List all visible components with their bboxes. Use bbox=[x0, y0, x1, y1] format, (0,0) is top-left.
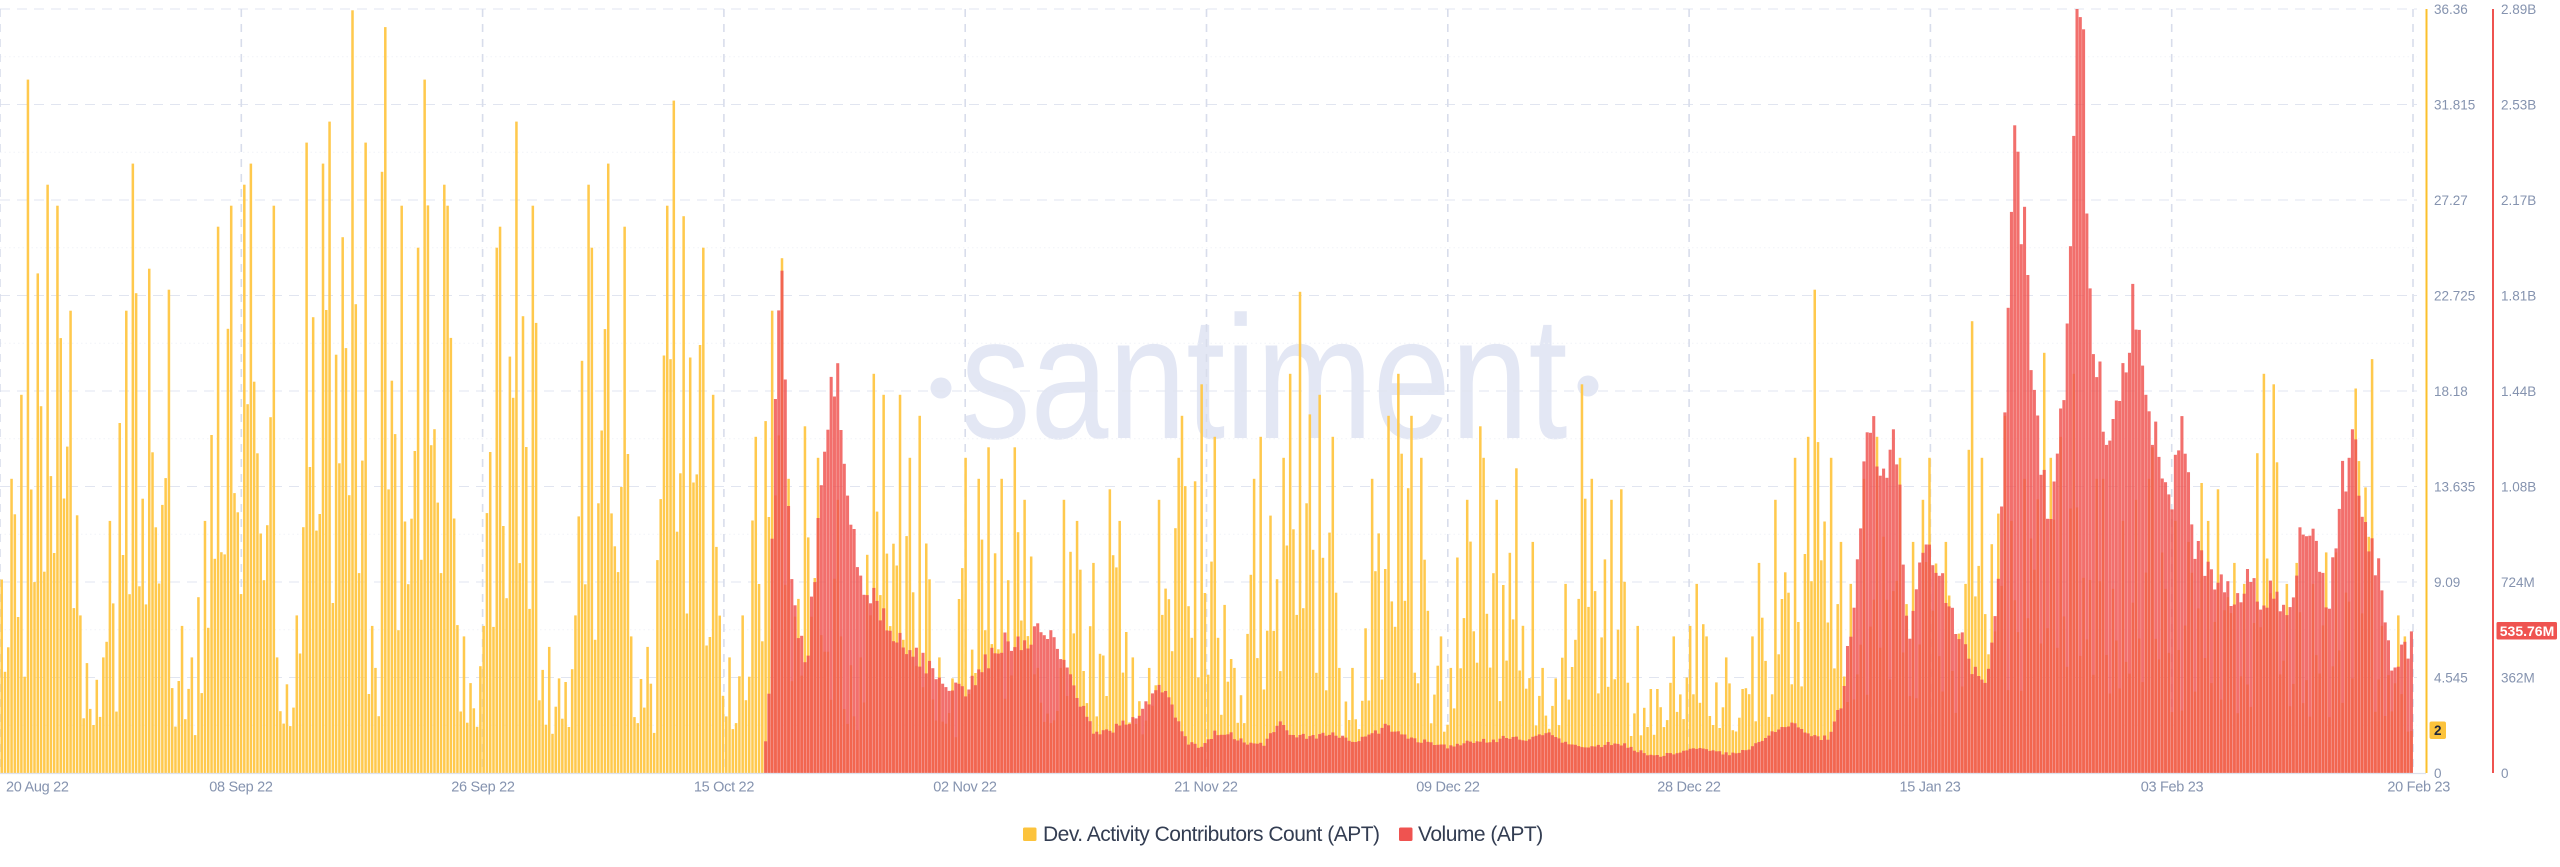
svg-text:0: 0 bbox=[2501, 766, 2509, 781]
svg-text:15 Jan 23: 15 Jan 23 bbox=[1900, 780, 1961, 796]
svg-text:9.09: 9.09 bbox=[2434, 575, 2460, 590]
svg-text:0: 0 bbox=[2434, 766, 2442, 781]
svg-text:26 Sep 22: 26 Sep 22 bbox=[451, 780, 515, 796]
svg-text:13.635: 13.635 bbox=[2434, 479, 2475, 494]
svg-text:2: 2 bbox=[2434, 723, 2442, 738]
svg-text:2.89B: 2.89B bbox=[2501, 2, 2536, 17]
svg-text:Dev. Activity Contributors Cou: Dev. Activity Contributors Count (APT) bbox=[1043, 823, 1380, 846]
svg-text:21 Nov 22: 21 Nov 22 bbox=[1174, 780, 1238, 796]
svg-text:20 Aug 22: 20 Aug 22 bbox=[6, 780, 69, 796]
svg-text:2.53B: 2.53B bbox=[2501, 97, 2536, 112]
svg-text:27.27: 27.27 bbox=[2434, 193, 2468, 208]
svg-text:724M: 724M bbox=[2501, 575, 2535, 590]
svg-text:362M: 362M bbox=[2501, 670, 2535, 685]
svg-text:36.36: 36.36 bbox=[2434, 2, 2468, 17]
svg-text:03 Feb 23: 03 Feb 23 bbox=[2141, 780, 2204, 796]
svg-text:20 Feb 23: 20 Feb 23 bbox=[2387, 780, 2450, 796]
svg-text:15 Oct 22: 15 Oct 22 bbox=[694, 780, 754, 796]
svg-text:28 Dec 22: 28 Dec 22 bbox=[1657, 780, 1721, 796]
svg-text:18.18: 18.18 bbox=[2434, 384, 2468, 399]
svg-text:535.76M: 535.76M bbox=[2500, 623, 2554, 639]
svg-text:4.545: 4.545 bbox=[2434, 670, 2468, 685]
svg-text:02 Nov 22: 02 Nov 22 bbox=[933, 780, 997, 796]
svg-text:Volume (APT): Volume (APT) bbox=[1418, 823, 1543, 846]
svg-text:2.17B: 2.17B bbox=[2501, 193, 2536, 208]
svg-text:22.725: 22.725 bbox=[2434, 288, 2475, 303]
svg-text:1.81B: 1.81B bbox=[2501, 288, 2536, 303]
svg-text:31.815: 31.815 bbox=[2434, 97, 2475, 112]
svg-text:1.44B: 1.44B bbox=[2501, 384, 2536, 399]
svg-text:1.08B: 1.08B bbox=[2501, 479, 2536, 494]
svg-text:santiment: santiment bbox=[961, 280, 1568, 475]
svg-text:09 Dec 22: 09 Dec 22 bbox=[1416, 780, 1480, 796]
svg-text:08 Sep 22: 08 Sep 22 bbox=[209, 780, 273, 796]
